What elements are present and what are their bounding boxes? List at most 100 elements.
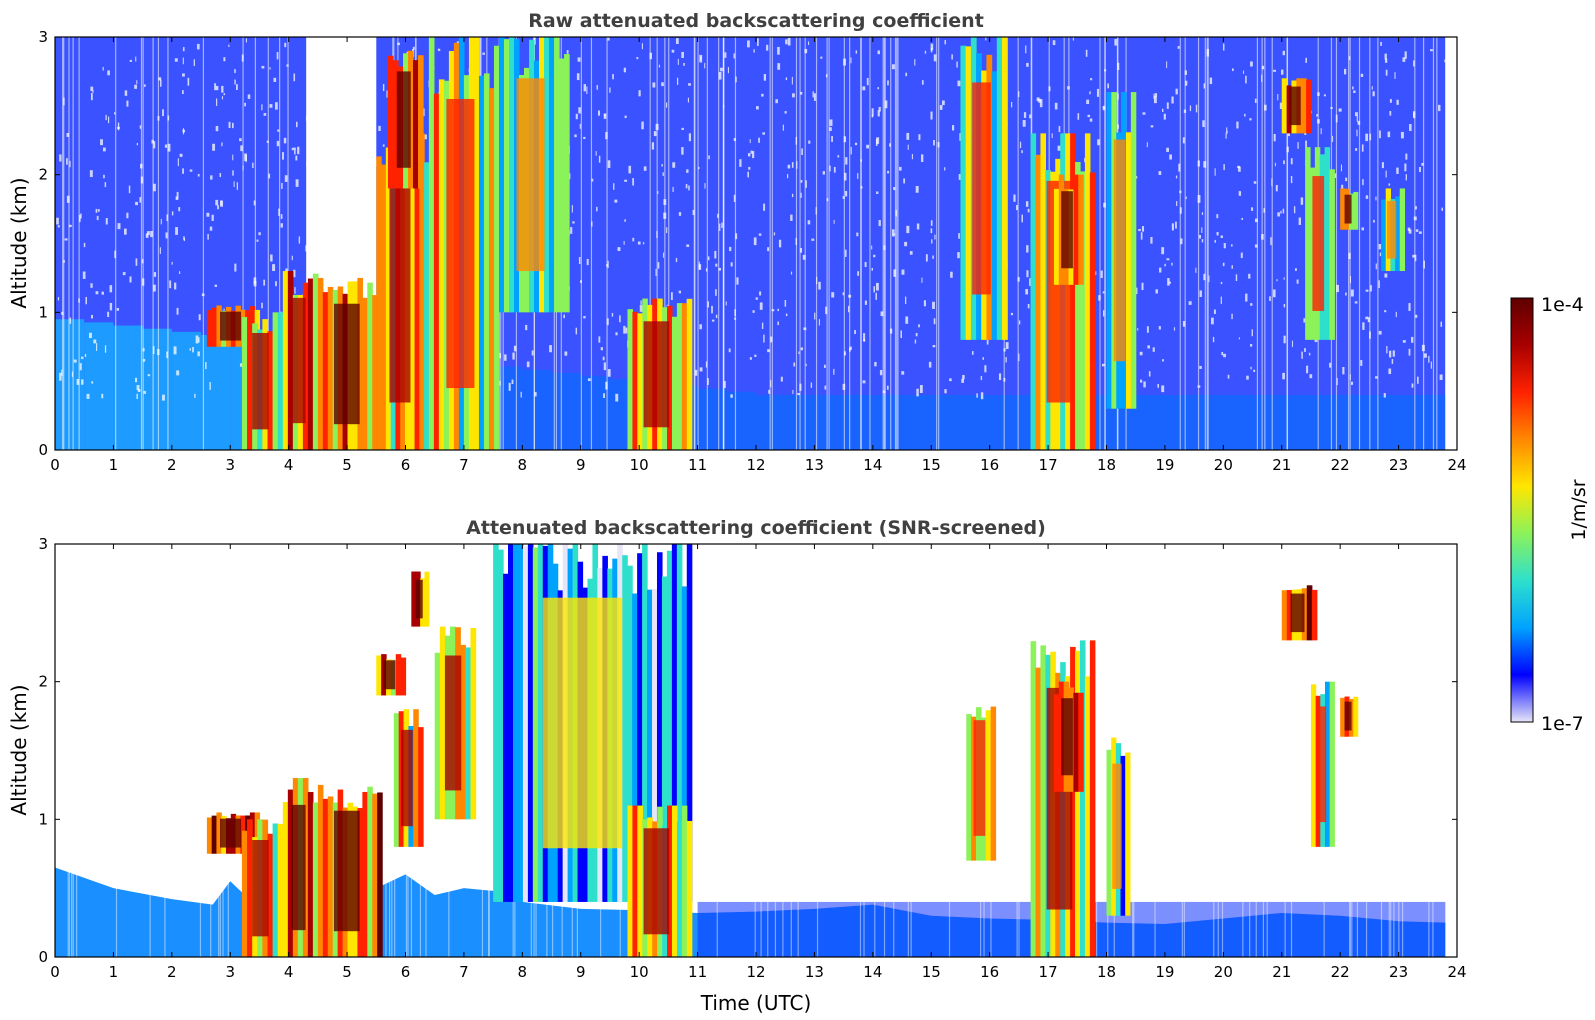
noise-speckle — [632, 178, 635, 186]
noise-speckle — [677, 58, 679, 65]
noise-speckle — [197, 351, 200, 357]
noise-speckle — [901, 269, 905, 275]
gap-stripe — [869, 37, 871, 450]
noise-speckle — [886, 385, 889, 390]
noise-speckle — [688, 133, 691, 142]
gap-stripe — [250, 544, 252, 957]
gap-stripe — [1197, 37, 1200, 450]
noise-speckle — [263, 279, 266, 286]
noise-speckle — [980, 392, 984, 400]
noise-speckle — [1430, 361, 1432, 369]
noise-speckle — [571, 205, 573, 213]
cloud-cell — [671, 805, 678, 957]
noise-speckle — [129, 59, 132, 62]
noise-speckle — [636, 57, 639, 60]
noise-speckle — [871, 267, 873, 271]
noise-speckle — [930, 47, 933, 53]
noise-speckle — [842, 195, 845, 199]
cloud-core — [401, 729, 413, 827]
noise-speckle — [1148, 371, 1151, 377]
noise-speckle — [231, 122, 234, 129]
noise-speckle — [759, 302, 763, 310]
noise-speckle — [799, 248, 803, 253]
noise-speckle — [1309, 374, 1313, 379]
noise-speckle — [1277, 212, 1280, 217]
cloud-cell — [627, 565, 633, 902]
cloud-cell — [357, 808, 363, 957]
noise-speckle — [282, 152, 284, 160]
noise-speckle — [833, 368, 835, 375]
noise-speckle — [174, 282, 177, 290]
noise-speckle — [729, 246, 732, 252]
noise-speckle — [791, 193, 794, 198]
noise-speckle — [933, 140, 935, 146]
x-tick-label: 18 — [1097, 963, 1116, 981]
noise-speckle — [89, 170, 93, 178]
cloud-cell — [1084, 676, 1091, 957]
noise-speckle — [1375, 376, 1378, 379]
noise-speckle — [1038, 98, 1041, 103]
noise-speckle — [283, 137, 287, 144]
cloud-cell — [652, 589, 658, 902]
gap-stripe — [315, 37, 317, 450]
noise-speckle — [1244, 113, 1246, 117]
noise-speckle — [277, 129, 280, 132]
noise-speckle — [641, 121, 644, 130]
noise-speckle — [105, 218, 108, 225]
cloud-layer — [627, 298, 693, 450]
noise-speckle — [949, 378, 952, 382]
gap-stripe — [883, 37, 885, 450]
noise-speckle — [714, 250, 717, 259]
noise-speckle — [160, 218, 162, 225]
noise-speckle — [1384, 58, 1388, 63]
noise-speckle — [1439, 374, 1443, 381]
cloud-cell — [1324, 681, 1331, 847]
cloud-cell — [287, 789, 294, 957]
noise-speckle — [73, 359, 77, 363]
noise-speckle — [603, 362, 606, 371]
noise-speckle — [700, 56, 702, 61]
noise-speckle — [107, 311, 110, 318]
noise-speckle — [1212, 336, 1215, 343]
noise-speckle — [574, 134, 577, 138]
cloud-cell — [272, 823, 279, 957]
cloud-cell — [473, 37, 480, 450]
noise-speckle — [1146, 326, 1149, 333]
cloud-cell — [424, 162, 430, 450]
cloud-core — [383, 660, 396, 690]
noise-speckle — [681, 147, 684, 155]
noise-speckle — [704, 183, 706, 189]
cloud-cell — [1089, 172, 1096, 450]
noise-speckle — [916, 223, 920, 230]
cloud-cell — [414, 148, 420, 450]
noise-speckle — [412, 46, 415, 50]
noise-speckle — [1029, 278, 1031, 286]
noise-speckle — [823, 364, 826, 368]
noise-speckle — [651, 142, 655, 150]
noise-speckle — [1282, 50, 1285, 56]
noise-speckle — [1280, 210, 1282, 214]
noise-speckle — [1250, 303, 1253, 306]
heatmap-area — [55, 544, 1446, 957]
noise-speckle — [739, 159, 742, 167]
gap-stripe — [883, 544, 886, 957]
noise-speckle — [223, 93, 226, 96]
noise-speckle — [678, 290, 682, 294]
gap-stripe — [362, 37, 365, 450]
noise-speckle — [209, 226, 213, 231]
noise-speckle — [93, 339, 97, 344]
noise-speckle — [82, 271, 86, 279]
gap-stripe — [897, 37, 899, 450]
noise-speckle — [643, 242, 645, 245]
noise-speckle — [829, 119, 833, 126]
noise-speckle — [1441, 207, 1443, 211]
noise-speckle — [893, 233, 896, 236]
gap-stripe — [1132, 544, 1134, 957]
noise-speckle — [298, 236, 301, 244]
cloud-core — [252, 332, 269, 430]
gap-stripe — [910, 544, 912, 957]
noise-speckle — [508, 382, 511, 391]
noise-speckle — [884, 100, 888, 109]
noise-speckle — [1430, 49, 1433, 52]
panel-screened: Attenuated backscattering coefficient (S… — [7, 517, 1467, 1015]
